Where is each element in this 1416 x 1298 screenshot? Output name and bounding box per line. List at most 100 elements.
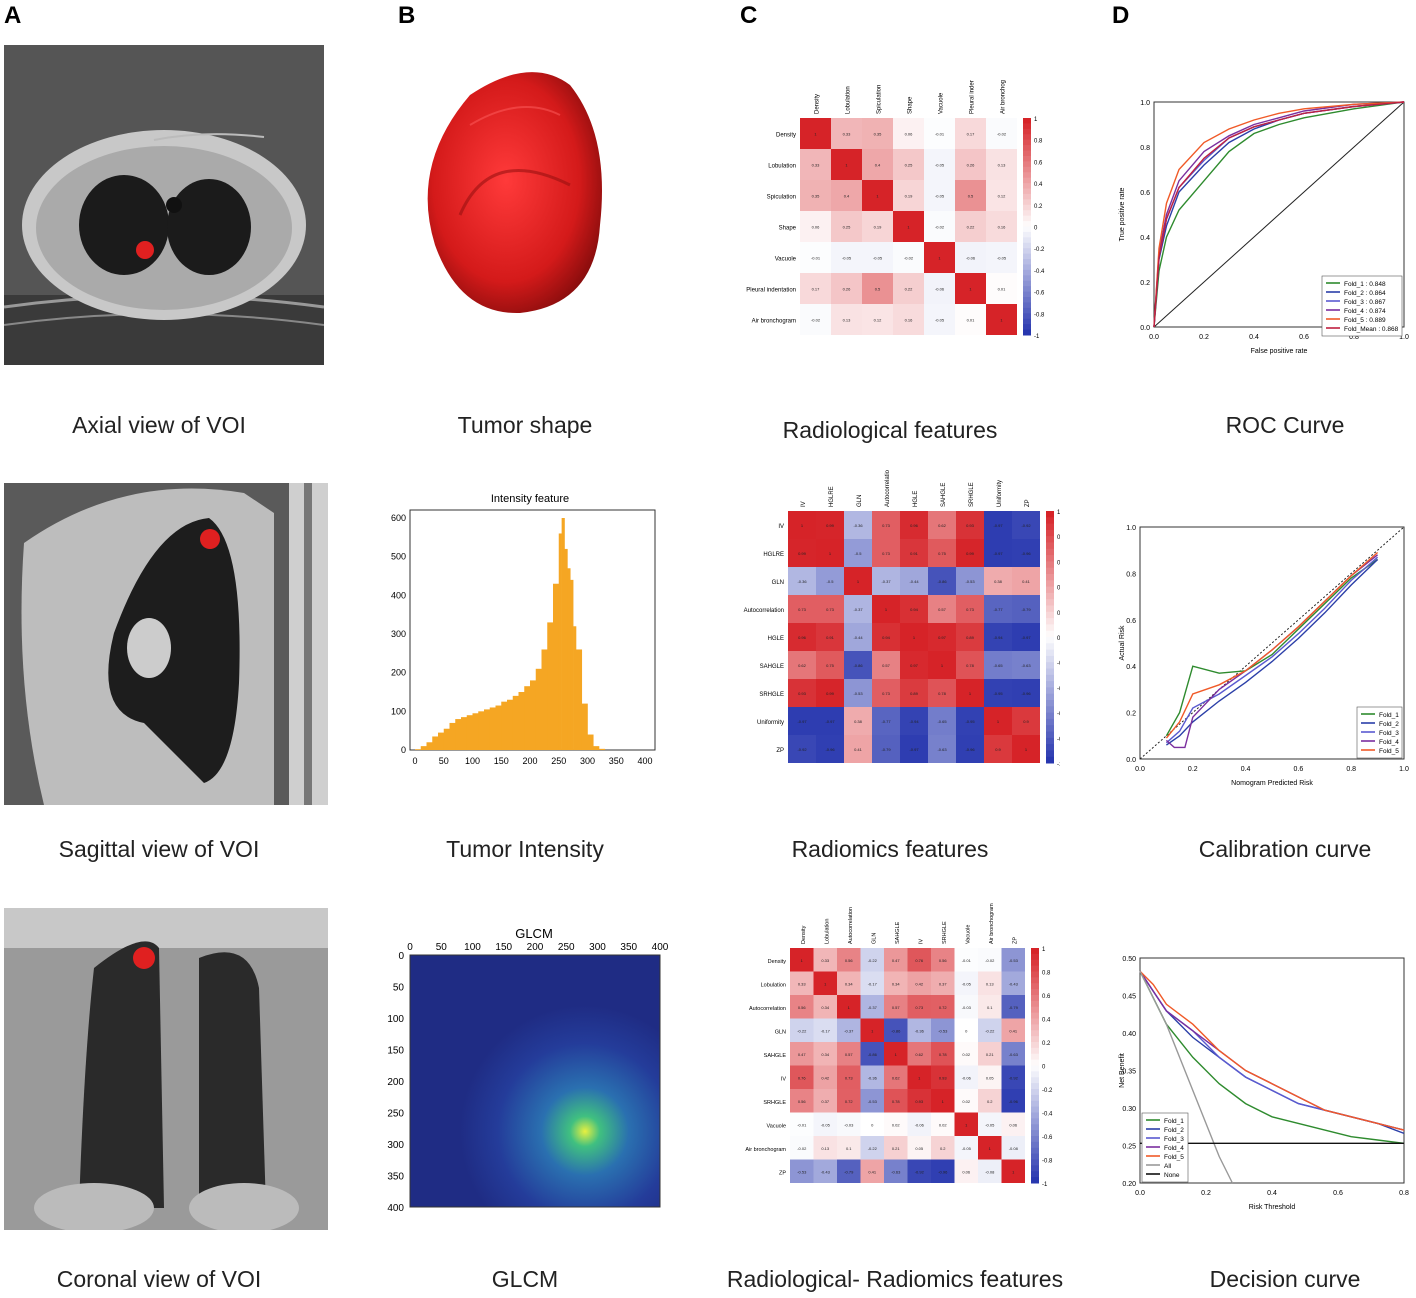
series-line: [1139, 970, 1234, 1184]
cell-value: 0: [965, 1028, 968, 1033]
colorbar-segment: [1023, 264, 1031, 271]
y-tick: 0.4: [1140, 235, 1150, 242]
y-tick: 0.6: [1126, 618, 1136, 625]
glcm-x-tick: 200: [527, 942, 544, 953]
cell-value: -0.86: [891, 1028, 901, 1033]
colorbar-segment: [1046, 548, 1054, 556]
heatmap-cell: [907, 1042, 931, 1066]
heatmap-cell: [1001, 1018, 1025, 1042]
heatmap-cell: [844, 651, 872, 679]
row-label: IV: [781, 1076, 787, 1082]
legend-label: None: [1164, 1172, 1180, 1179]
colorbar-tick: 0: [1042, 1065, 1046, 1071]
heatmap-cell: [1001, 1159, 1025, 1183]
colorbar-segment: [1031, 1094, 1039, 1102]
heatmap-cell: [816, 539, 844, 567]
cell-value: 0.17: [967, 132, 976, 137]
cell-value: 1: [848, 1005, 851, 1010]
glcm-x-tick: 400: [652, 942, 669, 953]
heatmap-cell: [978, 1089, 1002, 1113]
heatmap-cell: [986, 118, 1017, 149]
heatmap-cell: [893, 149, 924, 180]
cell-value: 0.57: [938, 607, 947, 612]
col-label: Vacuole: [939, 92, 945, 114]
heatmap-cell: [790, 1018, 814, 1042]
heatmap-cell: [907, 1136, 931, 1160]
cell-value: -0.03: [962, 1005, 972, 1010]
heatmap-cell: [893, 118, 924, 149]
heatmap-cell: [986, 273, 1017, 304]
cell-value: -0.02: [904, 256, 914, 261]
heatmap-cell: [907, 1089, 931, 1113]
heatmap-cell: [1012, 567, 1040, 595]
x-tick: 300: [580, 756, 595, 766]
col-label: Pleural indentation: [970, 80, 976, 114]
colorbar-segment: [1046, 630, 1054, 638]
cell-value: 0.34: [821, 1052, 830, 1057]
heatmap-cell: [860, 1136, 884, 1160]
x-tick: 0.8: [1349, 334, 1359, 341]
col-label: SAHGLE: [895, 921, 901, 944]
cell-value: 0.41: [854, 747, 863, 752]
cell-value: -0.01: [797, 1122, 807, 1127]
heatmap-cell: [956, 511, 984, 539]
heatmap-cell: [1001, 1136, 1025, 1160]
cell-value: 1: [918, 1075, 921, 1080]
series-line: [1153, 101, 1405, 328]
lung-sagittal: [108, 518, 240, 783]
y-tick: 400: [391, 590, 406, 600]
tumor-shape-3d: [427, 72, 602, 314]
colorbar-segment: [1031, 1153, 1039, 1160]
heatmap-cell: [872, 539, 900, 567]
heatmap-cell: [954, 1089, 978, 1113]
histogram-bar: [553, 583, 560, 750]
colorbar-segment: [1023, 226, 1031, 233]
cell-value: 0.47: [798, 1052, 807, 1057]
cell-value: -0.01: [962, 958, 972, 963]
x-tick: 100: [465, 756, 480, 766]
colorbar-segment: [1023, 329, 1031, 336]
heatmap-cell: [1001, 1042, 1025, 1066]
heatmap-cell: [978, 995, 1002, 1019]
row-label: HGLRE: [763, 552, 784, 558]
cell-value: -0.02: [985, 958, 995, 963]
heatmap-cell: [831, 273, 862, 304]
cell-value: -0.02: [935, 225, 945, 230]
heatmap-cell: [954, 1065, 978, 1089]
cell-value: 0.73: [915, 1005, 924, 1010]
heatmap-cell: [860, 1065, 884, 1089]
cell-value: 0.06: [1009, 1122, 1018, 1127]
cell-value: 0.19: [905, 194, 914, 199]
heatmap-cell: [831, 149, 862, 180]
colorbar-tick: -0.8: [1034, 312, 1045, 318]
heatmap-cell: [872, 679, 900, 707]
heatmap-cell: [790, 948, 814, 972]
heatmap-cell: [872, 735, 900, 763]
colorbar-segment: [1031, 965, 1039, 972]
caption-tumor-intensity: Tumor Intensity: [446, 836, 604, 862]
cell-value: 0.93: [939, 1075, 948, 1080]
cell-value: -0.53: [938, 1028, 948, 1033]
cell-value: 0.94: [882, 635, 891, 640]
colorbar-segment: [1031, 1000, 1039, 1008]
cell-value: 0.56: [939, 958, 948, 963]
heatmap-cell: [986, 304, 1017, 335]
x-tick: 0.6: [1299, 334, 1309, 341]
heatmap-cell: [931, 1065, 955, 1089]
legend-label: Fold_1 : 0.848: [1344, 281, 1386, 288]
legend-label: Fold_5: [1164, 1154, 1184, 1161]
series-line: [1165, 556, 1379, 744]
cell-value: 0.93: [798, 691, 807, 696]
legend-box: [1321, 275, 1403, 337]
heatmap-cell: [788, 567, 816, 595]
cell-value: -0.5: [855, 551, 863, 556]
heatmap-cell: [844, 707, 872, 735]
cell-value: -0.53: [965, 579, 975, 584]
cell-value: 1: [1012, 1169, 1015, 1174]
heatmap-cell: [907, 995, 931, 1019]
colorbar-tick: -0.8: [1042, 1159, 1053, 1165]
heatmap-cell: [900, 511, 928, 539]
heatmap-cell: [884, 971, 908, 995]
cell-value: 0.33: [798, 981, 807, 986]
radiological-heatmap: Density Density Lobulation Lobulation Spicul…: [746, 80, 1045, 340]
